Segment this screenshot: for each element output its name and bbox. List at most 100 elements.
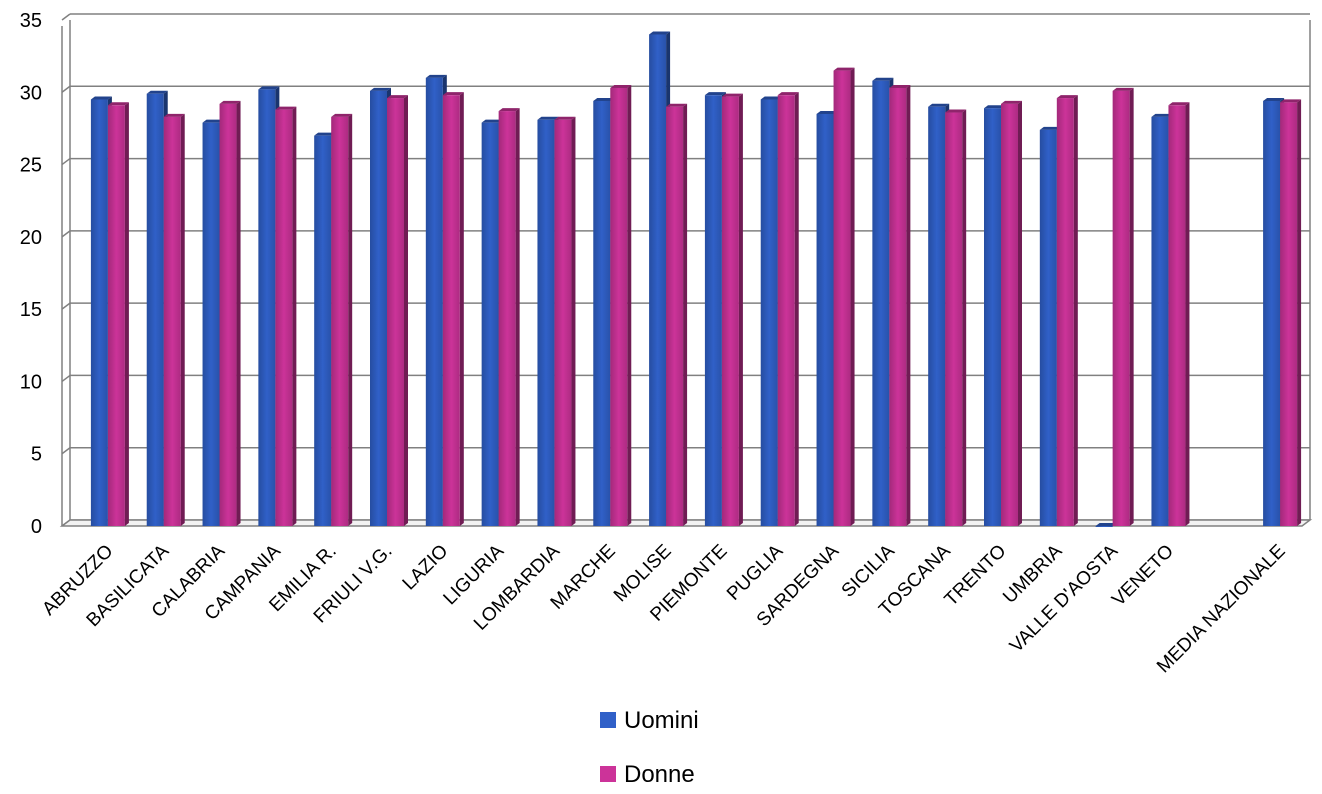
bar-front xyxy=(889,87,907,526)
gridline-depth xyxy=(61,13,71,21)
bar-side xyxy=(1185,102,1190,526)
bar-top xyxy=(945,109,967,113)
bar-donne xyxy=(666,103,688,526)
y-tick-label: 25 xyxy=(20,155,42,177)
bar-top xyxy=(833,67,855,71)
legend-swatch xyxy=(600,766,616,782)
bar-top xyxy=(1168,102,1190,106)
bar-front xyxy=(1280,102,1298,527)
bar-front xyxy=(442,95,460,527)
bar-front xyxy=(1056,98,1074,526)
bar-donne xyxy=(1001,100,1022,526)
bar-front xyxy=(760,99,778,526)
bar-front xyxy=(163,116,181,526)
bar-donne xyxy=(1280,99,1302,527)
bar-donne xyxy=(219,100,241,526)
bar-donne xyxy=(331,113,353,526)
bar-top xyxy=(163,113,185,117)
bar-side xyxy=(1073,95,1078,526)
bar-donne xyxy=(498,108,520,526)
bar-top xyxy=(1112,87,1134,91)
bar-donne xyxy=(275,106,297,527)
bar-side xyxy=(124,102,129,526)
bar-top xyxy=(107,102,129,106)
bar-front xyxy=(721,96,739,526)
bar-donne xyxy=(442,92,464,527)
bar-side xyxy=(738,93,743,526)
bar-front xyxy=(425,77,443,526)
bar-side xyxy=(794,92,799,527)
bar-top xyxy=(1280,99,1302,103)
bar-side xyxy=(459,92,464,527)
bar-top xyxy=(202,119,224,123)
bar-front xyxy=(928,106,946,526)
bar-side xyxy=(404,95,408,526)
bar-top xyxy=(889,84,911,88)
legend: Uomini Donne xyxy=(600,707,699,788)
x-tick-label: VENETO xyxy=(1108,541,1178,611)
bar-front xyxy=(872,80,890,526)
bar-side xyxy=(571,116,576,527)
bar-front xyxy=(984,108,1001,526)
bar-front xyxy=(1112,90,1130,526)
gridline-depth xyxy=(61,230,71,238)
bar-front xyxy=(146,93,164,526)
bar-front xyxy=(1151,116,1169,526)
bar-top xyxy=(1151,113,1173,117)
bar-side xyxy=(1297,99,1302,527)
bar-donne xyxy=(833,67,855,526)
bar-donne xyxy=(107,102,129,526)
bar-top xyxy=(387,95,408,99)
bar-donne xyxy=(1168,102,1190,526)
bar-side xyxy=(627,84,632,526)
bar-side xyxy=(906,84,911,526)
bar-front xyxy=(945,112,963,527)
bar-top xyxy=(704,92,726,96)
bar-side xyxy=(1129,87,1134,526)
x-tick-labels: ABRUZZOBASILICATACALABRIACAMPANIAEMILIA … xyxy=(38,540,1289,677)
bar-top xyxy=(314,132,336,136)
bar-front xyxy=(107,105,125,526)
bar-front xyxy=(649,34,667,526)
bar-front xyxy=(554,119,572,527)
bar-top xyxy=(90,96,112,100)
x-tick-label: TRENTO xyxy=(941,541,1011,611)
bar-front xyxy=(1039,129,1057,527)
bar-front xyxy=(1263,100,1281,527)
y-tick-label: 30 xyxy=(20,82,42,104)
x-tick-label: MEDIA NAZIONALE xyxy=(1153,541,1290,678)
bar-side xyxy=(236,100,241,526)
bar-front xyxy=(498,111,516,526)
bar-donne xyxy=(163,113,185,526)
bar-top xyxy=(554,116,576,120)
bar-top xyxy=(666,103,688,107)
bar-top xyxy=(928,103,950,107)
bar-front xyxy=(833,70,851,526)
bar-front xyxy=(331,116,349,526)
bar-donne xyxy=(721,93,743,526)
legend-swatch xyxy=(600,712,616,728)
bar-front xyxy=(387,98,404,526)
bar-top xyxy=(537,116,559,120)
bar-front xyxy=(202,122,220,526)
bar-donne xyxy=(945,109,967,527)
gridline-depth xyxy=(61,157,71,166)
bar-top xyxy=(872,77,894,81)
bar-top xyxy=(777,92,799,96)
bar-donne xyxy=(777,92,799,527)
y-tick-label: 35 xyxy=(20,10,42,32)
bar-front xyxy=(666,106,684,526)
bar-top xyxy=(275,106,297,110)
bar-front xyxy=(219,103,237,526)
bar-donne xyxy=(387,95,408,526)
bar-top xyxy=(816,110,838,114)
bar-front xyxy=(537,119,555,527)
legend-item: Uomini xyxy=(600,707,699,734)
bar-donne xyxy=(1112,87,1134,526)
bar-front xyxy=(314,135,332,526)
legend-item: Donne xyxy=(600,761,695,788)
bar-front xyxy=(593,100,611,527)
bars xyxy=(90,31,1302,527)
